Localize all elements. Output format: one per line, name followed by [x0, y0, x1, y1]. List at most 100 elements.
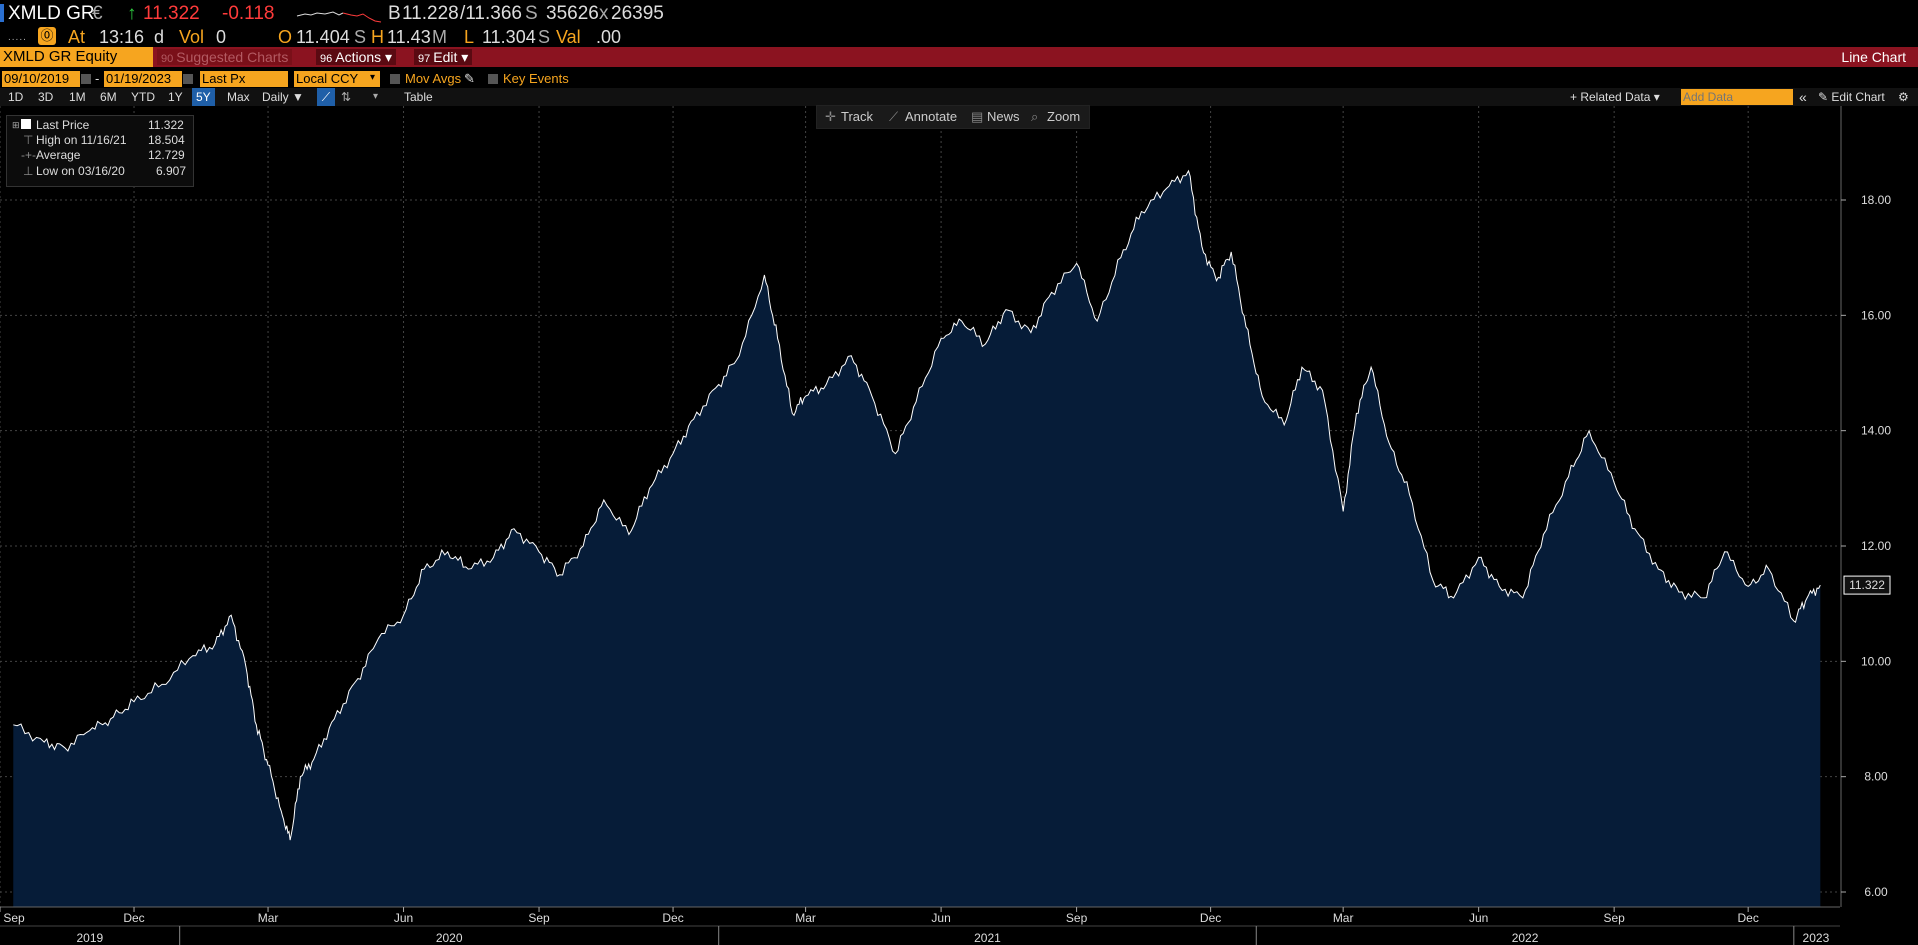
- x-tick-label: Jun: [931, 911, 950, 925]
- bar-chart-icon[interactable]: ⇅: [341, 90, 352, 104]
- area-fill: [13, 170, 1821, 907]
- x-tick-label: Sep: [1603, 911, 1625, 925]
- legend-toggle-icon[interactable]: ⊞: [12, 120, 20, 130]
- year-label: 2020: [436, 931, 463, 945]
- calendar-icon[interactable]: [81, 74, 91, 84]
- range-ytd[interactable]: YTD: [131, 90, 155, 104]
- low-label: L: [464, 27, 475, 47]
- high-marker-icon: ⊤: [23, 133, 34, 147]
- open-label: O: [278, 27, 293, 47]
- price-line: [13, 169, 1821, 841]
- y-axis: 6.00 8.00 10.00 12.00 14.00 16.00 18.00 11.322: [1840, 106, 1891, 907]
- currency: €: [92, 3, 103, 24]
- chevron-down-icon[interactable]: ▾: [370, 72, 376, 83]
- suggested-charts-button[interactable]: 90 Suggested Charts: [157, 49, 293, 65]
- legend-avg-label: Average: [36, 148, 81, 162]
- legend-last-label: Last Price: [36, 118, 90, 132]
- range-max[interactable]: Max: [227, 90, 250, 104]
- legend-low-value: 6.907: [156, 164, 187, 178]
- edit-number: 97: [418, 53, 431, 65]
- year-label: 2023: [1803, 931, 1830, 945]
- zoom-icon[interactable]: ⌕: [1031, 109, 1039, 124]
- low-price: 11.304: [482, 27, 536, 47]
- pencil-icon[interactable]: ✎: [464, 71, 475, 86]
- legend-low-label: Low on 03/16/20: [36, 164, 125, 178]
- actions-number: 96: [320, 53, 333, 65]
- ticker[interactable]: XMLD GR: [8, 3, 95, 24]
- key-events-checkbox[interactable]: [488, 74, 498, 84]
- quote-line-2: ..... ⓪ At 13:16 d Vol 0 O 11.404 S H 11…: [0, 26, 1918, 47]
- y-tick-label: 6.00: [1864, 885, 1888, 899]
- val-label: Val: [556, 27, 581, 47]
- range-3d[interactable]: 3D: [38, 90, 54, 104]
- up-arrow-icon: ↑: [127, 3, 137, 24]
- y-tick-label: 10.00: [1861, 654, 1891, 668]
- annotate-button[interactable]: Annotate: [905, 109, 958, 124]
- low-suffix: S: [538, 27, 551, 47]
- y-tick-label: 8.00: [1864, 770, 1888, 784]
- x-tick-label: Mar: [795, 911, 816, 925]
- pen-icon[interactable]: ⟋: [889, 109, 899, 124]
- table-button[interactable]: Table: [404, 90, 433, 104]
- news-button[interactable]: News: [987, 109, 1020, 124]
- collapse-icon[interactable]: «: [1799, 89, 1807, 105]
- add-data-input[interactable]: [1681, 89, 1793, 105]
- gear-icon[interactable]: ⚙: [1898, 90, 1909, 104]
- average-marker-icon: -+-: [21, 148, 36, 162]
- date-row: 09/10/2019 - 01/19/2023 Last Px Local CC…: [0, 70, 1918, 88]
- frequency-select[interactable]: Daily ▼: [262, 90, 304, 104]
- ask-size: 26395: [611, 3, 664, 24]
- line-chart-icon[interactable]: ⟋: [317, 88, 335, 106]
- range-5y[interactable]: 5Y: [192, 88, 215, 106]
- security-field[interactable]: XMLD GR Equity: [0, 47, 153, 67]
- x-tick-label: Sep: [1066, 911, 1088, 925]
- related-data-button[interactable]: + Related Data ▾: [1570, 90, 1660, 104]
- date-dash: -: [95, 71, 100, 86]
- mov-avgs-checkbox[interactable]: [390, 74, 400, 84]
- year-label: 2022: [1512, 931, 1539, 945]
- zoom-button[interactable]: Zoom: [1047, 109, 1081, 124]
- page-title: Line Chart: [1841, 49, 1906, 65]
- chevron-down-icon[interactable]: ▾: [373, 91, 379, 102]
- x-tick-label: Mar: [258, 911, 279, 925]
- quote-time: 13:16: [99, 27, 145, 47]
- legend-high-value: 18.504: [148, 133, 185, 147]
- range-row: 1D 3D 1M 6M YTD 1Y 5Y Max Daily ▼ ⟋ ⇅ ▾ …: [0, 88, 1918, 106]
- bloomberg-logo-icon: ⓪: [38, 27, 56, 45]
- x-tick-label: Jun: [394, 911, 413, 925]
- open-price: 11.404: [296, 27, 350, 47]
- key-events-label[interactable]: Key Events: [503, 71, 569, 86]
- high-label: H: [371, 27, 384, 47]
- news-icon[interactable]: ▤: [971, 109, 984, 124]
- x-tick-label: Sep: [528, 911, 550, 925]
- edit-menu[interactable]: 97 Edit ▾: [414, 49, 473, 65]
- chart-legend: ⊞ Last Price 11.322 ⊤ High on 11/16/21 1…: [6, 115, 194, 187]
- edit-chart-button[interactable]: ✎ Edit Chart: [1818, 90, 1885, 104]
- currency-select[interactable]: Local CCY: [294, 71, 380, 87]
- price-chart[interactable]: 6.008.0010.0012.0014.0016.0018.0011.322 …: [0, 106, 1918, 945]
- track-button[interactable]: Track: [841, 109, 874, 124]
- y-tick-label: 18.00: [1861, 193, 1891, 207]
- field-select[interactable]: Last Px: [200, 71, 288, 87]
- volume: 0: [216, 27, 227, 47]
- start-date-input[interactable]: 09/10/2019: [2, 71, 80, 87]
- last-value-label: 11.322: [1849, 578, 1885, 592]
- price-area: [13, 169, 1821, 907]
- x-tick-label: Sep: [3, 911, 25, 925]
- range-1m[interactable]: 1M: [69, 90, 86, 104]
- last-value-box: [1843, 575, 1891, 595]
- crosshair-icon[interactable]: ✛: [825, 109, 836, 124]
- end-date-input[interactable]: 01/19/2023: [104, 71, 182, 87]
- mov-avgs-label[interactable]: Mov Avgs: [405, 71, 462, 86]
- range-6m[interactable]: 6M: [100, 90, 117, 104]
- x-tick-label: Jun: [1469, 911, 1488, 925]
- high-suffix: M: [432, 27, 447, 47]
- actions-menu[interactable]: 96 Actions ▾: [316, 49, 397, 65]
- range-1d[interactable]: 1D: [8, 90, 24, 104]
- legend-high-label: High on 11/16/21: [36, 133, 127, 147]
- suggested-charts-label: Suggested Charts: [176, 49, 289, 65]
- x-axis: Sep Dec Mar Jun Sep Dec Mar Jun Sep Dec Mar Jun Sep D…: [0, 906, 1918, 945]
- range-1y[interactable]: 1Y: [168, 90, 183, 104]
- bid-size: 35626: [546, 3, 599, 24]
- calendar-icon[interactable]: [183, 74, 193, 84]
